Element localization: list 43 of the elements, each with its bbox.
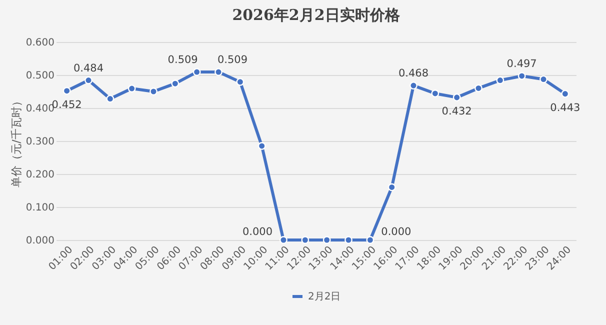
data-label: 0.484 xyxy=(73,62,104,74)
point xyxy=(171,80,180,88)
y-tick-label: 0.600 xyxy=(26,38,54,48)
point xyxy=(366,236,374,244)
point xyxy=(561,90,570,98)
point xyxy=(258,142,266,150)
point xyxy=(431,90,440,98)
chart-title: 2026年2月2日实时价格 xyxy=(232,6,401,24)
data-label: 0.468 xyxy=(398,68,429,80)
point xyxy=(236,78,244,86)
point xyxy=(301,236,310,244)
point xyxy=(344,236,352,244)
point xyxy=(322,236,331,244)
y-tick-label: 0.400 xyxy=(26,104,54,114)
data-label: 0.432 xyxy=(442,105,472,118)
point xyxy=(452,93,461,102)
point xyxy=(410,82,418,90)
y-tick-label: 0.200 xyxy=(26,170,54,180)
data-label: 0.000 xyxy=(242,226,273,238)
data-label: 0.509 xyxy=(168,54,198,66)
point xyxy=(388,183,396,192)
point xyxy=(518,72,526,80)
point xyxy=(280,236,288,244)
y-tick-label: 0.500 xyxy=(26,70,54,82)
data-label: 0.497 xyxy=(506,58,537,70)
data-label: 0.000 xyxy=(381,226,412,238)
point xyxy=(128,84,136,92)
point xyxy=(106,94,114,103)
y-tick-label: 0.300 xyxy=(26,136,54,148)
y-tick-label: 0.000 xyxy=(26,236,54,246)
point xyxy=(192,68,201,76)
point xyxy=(540,75,548,84)
point xyxy=(150,88,158,96)
point xyxy=(496,76,504,84)
point xyxy=(62,86,71,95)
legend-label: 2月2日 xyxy=(308,292,341,302)
point xyxy=(474,84,482,92)
data-label: 0.443 xyxy=(550,102,580,114)
point xyxy=(214,68,222,76)
point xyxy=(84,76,92,84)
y-axis-title: 单价（元/千瓦时） xyxy=(10,96,23,188)
y-tick-label: 0.100 xyxy=(26,202,54,214)
data-label: 0.509 xyxy=(217,54,248,66)
